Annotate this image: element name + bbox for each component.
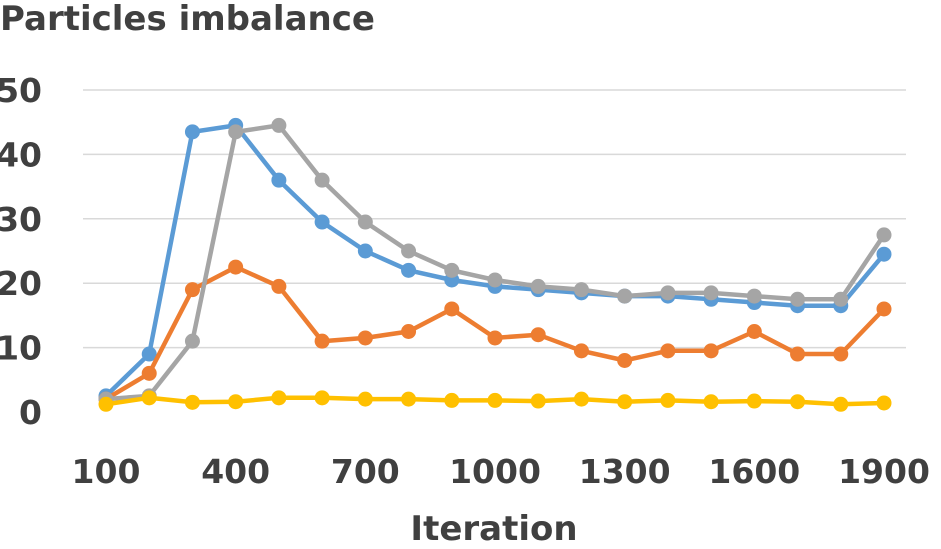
data-point (185, 334, 200, 349)
x-tick-label: 1600 (708, 452, 800, 491)
data-point (358, 330, 373, 345)
data-point (271, 118, 286, 133)
series-4 (99, 390, 892, 411)
data-point (660, 285, 675, 300)
data-point (833, 397, 848, 412)
data-point (401, 263, 416, 278)
data-point (531, 327, 546, 342)
data-point (401, 324, 416, 339)
data-point (185, 124, 200, 139)
y-tick-label: 40 (0, 135, 42, 174)
data-point (617, 353, 632, 368)
data-point (228, 260, 243, 275)
data-point (790, 347, 805, 362)
x-axis-ticks: 100 400 700 1000 1300 1600 1900 (72, 452, 930, 491)
data-point (747, 394, 762, 409)
data-point (444, 301, 459, 316)
x-tick-label: 100 (72, 452, 141, 491)
series-line (106, 125, 884, 399)
data-point (877, 395, 892, 410)
data-point (660, 343, 675, 358)
data-point (877, 247, 892, 262)
y-tick-label: 10 (0, 329, 42, 368)
data-point (660, 393, 675, 408)
data-point (747, 324, 762, 339)
data-point (142, 390, 157, 405)
data-point (358, 392, 373, 407)
x-axis-label: Iteration (410, 509, 577, 549)
data-point (401, 244, 416, 259)
data-point (228, 394, 243, 409)
x-tick-label: 400 (201, 452, 270, 491)
data-point (444, 393, 459, 408)
y-axis-ticks: 50 40 30 20 10 0 (0, 71, 42, 432)
data-point (271, 390, 286, 405)
data-point (358, 215, 373, 230)
data-point (488, 393, 503, 408)
series-3 (99, 118, 892, 407)
data-point (358, 244, 373, 259)
y-tick-label: 0 (19, 393, 42, 432)
data-point (617, 394, 632, 409)
data-point (99, 397, 114, 412)
y-tick-label: 30 (0, 200, 42, 239)
data-point (488, 330, 503, 345)
chart-title: Particles imbalance (0, 0, 375, 39)
data-point (617, 289, 632, 304)
data-point (315, 334, 330, 349)
data-point (747, 289, 762, 304)
data-point (531, 394, 546, 409)
data-point (877, 227, 892, 242)
data-point (315, 173, 330, 188)
x-tick-label: 1000 (449, 452, 541, 491)
data-point (315, 390, 330, 405)
data-point (877, 301, 892, 316)
data-point (574, 392, 589, 407)
y-tick-label: 50 (0, 71, 42, 110)
x-tick-label: 700 (331, 452, 400, 491)
data-point (271, 279, 286, 294)
data-point (704, 285, 719, 300)
series-group (99, 118, 892, 412)
data-point (574, 282, 589, 297)
data-point (142, 366, 157, 381)
data-point (401, 392, 416, 407)
data-point (574, 343, 589, 358)
data-point (185, 395, 200, 410)
data-point (271, 173, 286, 188)
series-1 (99, 118, 892, 403)
x-tick-label: 1300 (579, 452, 671, 491)
data-point (228, 124, 243, 139)
data-point (790, 394, 805, 409)
data-point (444, 263, 459, 278)
data-point (704, 394, 719, 409)
x-tick-label: 1900 (838, 452, 930, 491)
data-point (833, 292, 848, 307)
data-point (315, 215, 330, 230)
data-point (531, 279, 546, 294)
data-point (704, 343, 719, 358)
y-tick-label: 20 (0, 264, 42, 303)
data-point (790, 292, 805, 307)
data-point (488, 272, 503, 287)
data-point (833, 347, 848, 362)
series-line (106, 125, 884, 396)
data-point (185, 282, 200, 297)
